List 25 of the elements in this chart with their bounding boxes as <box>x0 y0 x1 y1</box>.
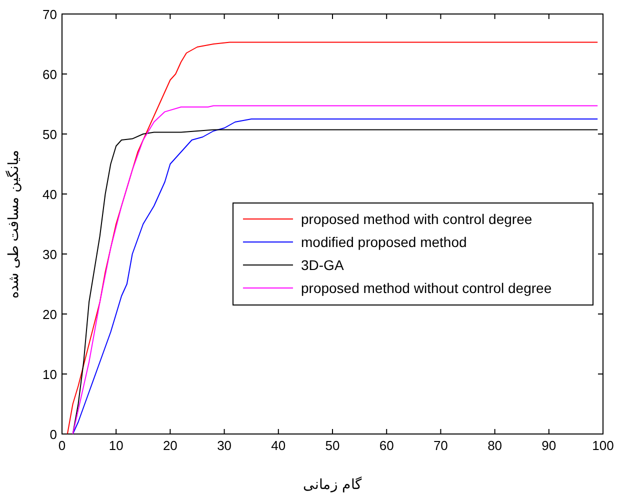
x-tick-label: 30 <box>217 438 232 453</box>
legend-label: 3D-GA <box>301 257 344 273</box>
x-tick-label: 20 <box>162 438 178 453</box>
x-tick-label: 10 <box>108 438 124 453</box>
x-tick-label: 80 <box>488 438 502 453</box>
y-tick-label: 30 <box>42 247 57 262</box>
legend-label: proposed method with control degree <box>301 211 532 227</box>
y-axis-title: میانگین مسافت طی شده <box>5 150 22 298</box>
y-tick-label: 40 <box>42 187 57 202</box>
x-tick-label: 70 <box>433 438 448 453</box>
line-series <box>66 42 598 434</box>
x-tick-label: 40 <box>271 438 286 453</box>
x-tick-label: 90 <box>542 438 556 453</box>
y-tick-label: 70 <box>42 7 57 22</box>
x-axis-title: گام زمانی <box>303 476 362 493</box>
legend-label: modified proposed method <box>301 234 467 250</box>
y-tick-label: 60 <box>42 67 57 82</box>
y-tick-label: 10 <box>42 367 57 382</box>
x-tick-label: 100 <box>592 438 614 453</box>
y-tick-label: 50 <box>42 127 57 142</box>
x-tick-label: 50 <box>325 438 340 453</box>
x-tick-label: 60 <box>379 438 394 453</box>
y-tick-label: 0 <box>50 427 57 442</box>
legend-label: proposed method without control degree <box>301 280 552 296</box>
y-tick-label: 20 <box>42 307 57 322</box>
